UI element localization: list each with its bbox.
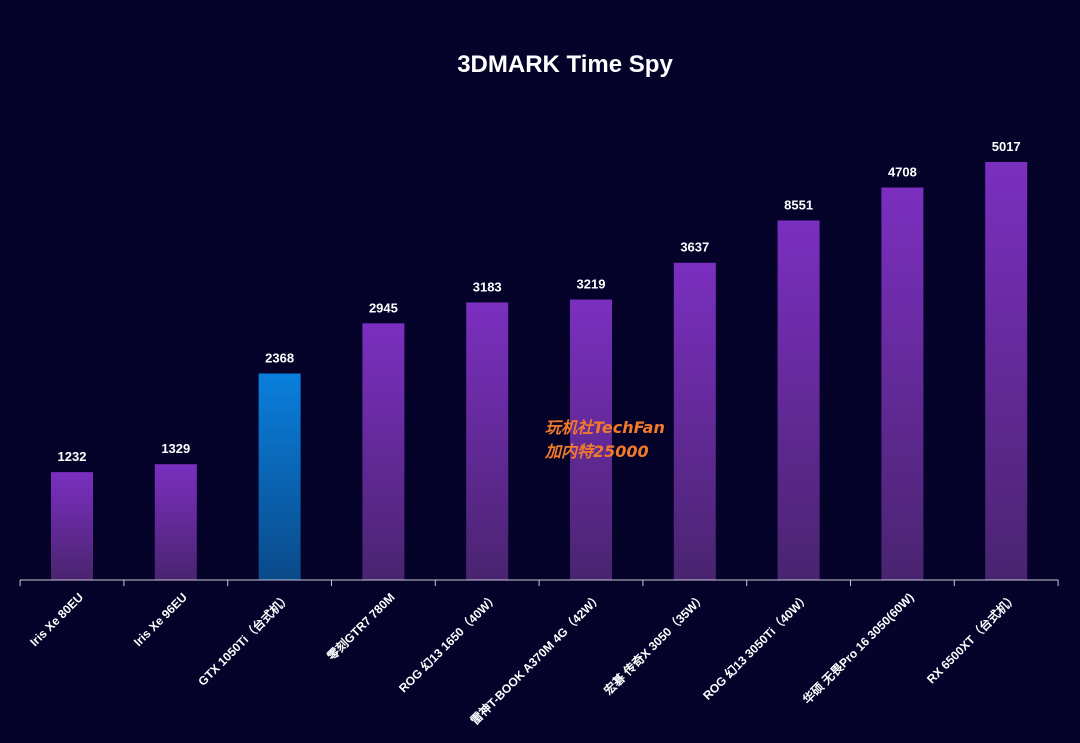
data-label: 8551 [784,198,813,213]
data-label: 4708 [888,164,917,179]
x-tick-label: GTX 1050Ti（台式机） [195,590,294,689]
x-tick-label: Iris Xe 96EU [131,590,190,649]
bar [154,464,197,580]
bar [466,302,509,580]
data-label: 3637 [680,240,709,255]
bar [673,262,716,580]
data-label: 3219 [577,277,606,292]
bar [51,472,93,580]
x-tick-label: RX 6500XT（台式机） [923,590,1020,687]
data-label: 2945 [369,300,398,315]
x-tick-label: ROG 幻13 3050Ti（40W） [699,590,812,703]
bar [570,299,612,580]
x-tick-label: 零刻GTR7 780M [323,590,398,665]
data-label: 1232 [58,449,87,464]
x-tick-label: ROG 幻13 1650（40W） [395,590,501,696]
bar [777,220,820,580]
x-tick-label: 华硕 无畏Pro 16 3050(60W) [799,590,916,707]
bar [258,373,301,580]
data-label: 3183 [473,279,502,294]
data-label: 5017 [992,139,1021,154]
bar [985,162,1028,580]
data-label: 2368 [265,351,294,366]
bar [881,187,924,581]
ticks-layer: Iris Xe 80EU Iris Xe 96EU GTX 1050Ti（台式机） 零… [19,580,1059,728]
bar [362,323,405,580]
x-tick-label: 宏碁 传奇X 3050（35W） [601,590,709,698]
x-tick-label: Iris Xe 80EU [27,590,86,649]
chart-title: 3DMARK Time Spy [457,51,673,78]
data-label: 1329 [161,441,190,456]
bars-layer: 1232 1329 2368 2945 3183 3219 3637 8551 4708 5017 [51,139,1028,581]
